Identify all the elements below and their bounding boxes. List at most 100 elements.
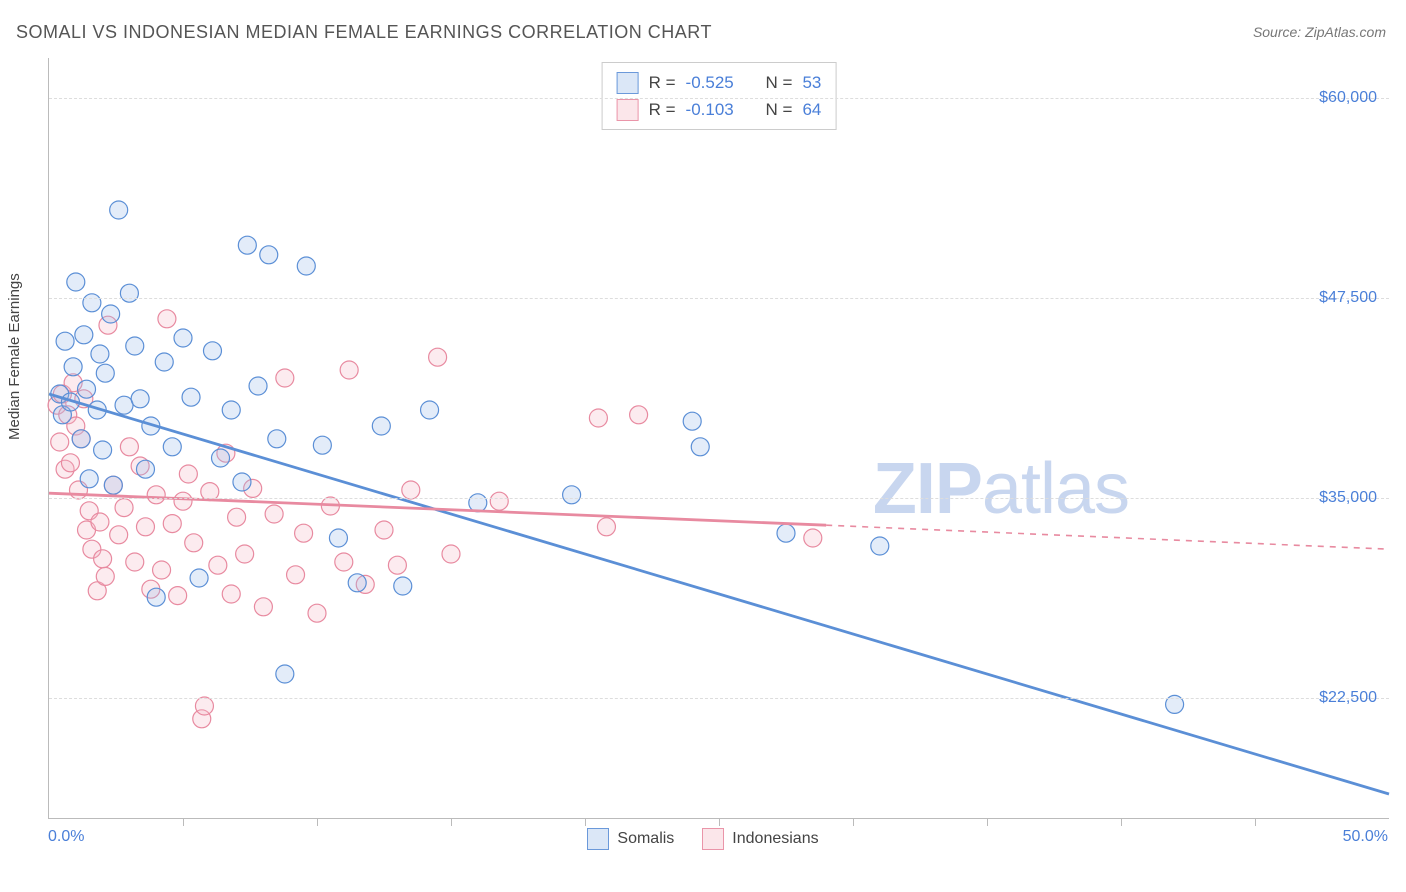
source-attribution: Source: ZipAtlas.com	[1253, 24, 1386, 40]
scatter-point-indonesians	[209, 556, 227, 574]
scatter-point-somalis	[421, 401, 439, 419]
svg-overlay	[49, 58, 1389, 818]
scatter-point-indonesians	[120, 438, 138, 456]
chart-container: SOMALI VS INDONESIAN MEDIAN FEMALE EARNI…	[0, 0, 1406, 892]
scatter-point-somalis	[372, 417, 390, 435]
x-tick	[183, 818, 184, 826]
r-value: -0.103	[686, 96, 756, 123]
scatter-point-somalis	[313, 436, 331, 454]
r-value: -0.525	[686, 69, 756, 96]
scatter-point-indonesians	[169, 587, 187, 605]
scatter-point-somalis	[238, 236, 256, 254]
stats-box: R =-0.525N =53R =-0.103N =64	[602, 62, 837, 130]
scatter-point-somalis	[75, 326, 93, 344]
scatter-point-indonesians	[147, 486, 165, 504]
scatter-point-somalis	[91, 345, 109, 363]
stats-row-somalis: R =-0.525N =53	[617, 69, 822, 96]
scatter-point-somalis	[469, 494, 487, 512]
scatter-point-somalis	[563, 486, 581, 504]
scatter-point-somalis	[131, 390, 149, 408]
scatter-point-indonesians	[158, 310, 176, 328]
x-tick	[853, 818, 854, 826]
scatter-point-indonesians	[163, 515, 181, 533]
trend-line-dash-indonesians	[826, 525, 1389, 549]
scatter-point-somalis	[115, 396, 133, 414]
scatter-point-indonesians	[126, 553, 144, 571]
swatch-indonesians-icon	[702, 828, 724, 850]
x-tick	[987, 818, 988, 826]
scatter-point-indonesians	[442, 545, 460, 563]
scatter-point-indonesians	[51, 433, 69, 451]
gridline	[49, 498, 1389, 499]
scatter-point-somalis	[67, 273, 85, 291]
scatter-point-somalis	[260, 246, 278, 264]
scatter-point-indonesians	[276, 369, 294, 387]
legend-item-somalis: Somalis	[587, 828, 674, 850]
scatter-point-somalis	[683, 412, 701, 430]
scatter-point-somalis	[147, 588, 165, 606]
scatter-point-indonesians	[335, 553, 353, 571]
scatter-point-somalis	[102, 305, 120, 323]
scatter-point-indonesians	[174, 492, 192, 510]
scatter-point-indonesians	[179, 465, 197, 483]
scatter-point-somalis	[163, 438, 181, 456]
legend-item-indonesians: Indonesians	[702, 828, 818, 850]
y-axis-title: Median Female Earnings	[6, 273, 23, 440]
scatter-point-indonesians	[94, 550, 112, 568]
scatter-point-indonesians	[228, 508, 246, 526]
scatter-point-somalis	[394, 577, 412, 595]
scatter-point-somalis	[83, 294, 101, 312]
chart-title: SOMALI VS INDONESIAN MEDIAN FEMALE EARNI…	[16, 22, 712, 43]
scatter-point-somalis	[249, 377, 267, 395]
scatter-point-somalis	[64, 358, 82, 376]
scatter-point-indonesians	[153, 561, 171, 579]
scatter-point-somalis	[72, 430, 90, 448]
scatter-point-somalis	[94, 441, 112, 459]
scatter-point-indonesians	[91, 513, 109, 531]
scatter-point-indonesians	[402, 481, 420, 499]
y-tick-label: $60,000	[1319, 89, 1377, 107]
scatter-point-indonesians	[295, 524, 313, 542]
legend-label: Indonesians	[732, 830, 818, 848]
scatter-point-somalis	[155, 353, 173, 371]
scatter-point-somalis	[276, 665, 294, 683]
scatter-point-somalis	[190, 569, 208, 587]
scatter-point-indonesians	[115, 499, 133, 517]
gridline	[49, 698, 1389, 699]
n-label: N =	[766, 69, 793, 96]
scatter-point-somalis	[126, 337, 144, 355]
scatter-point-indonesians	[222, 585, 240, 603]
scatter-point-somalis	[104, 476, 122, 494]
x-tick	[317, 818, 318, 826]
scatter-point-indonesians	[388, 556, 406, 574]
scatter-point-indonesians	[195, 697, 213, 715]
scatter-point-indonesians	[236, 545, 254, 563]
scatter-point-somalis	[297, 257, 315, 275]
scatter-point-somalis	[78, 380, 96, 398]
scatter-point-indonesians	[61, 454, 79, 472]
scatter-point-indonesians	[110, 526, 128, 544]
x-tick	[719, 818, 720, 826]
gridline	[49, 98, 1389, 99]
scatter-point-somalis	[120, 284, 138, 302]
scatter-point-somalis	[222, 401, 240, 419]
scatter-point-somalis	[871, 537, 889, 555]
x-axis-legend: Somalis Indonesians	[0, 828, 1406, 850]
scatter-point-somalis	[233, 473, 251, 491]
swatch-indonesians-icon	[617, 99, 639, 121]
scatter-point-indonesians	[185, 534, 203, 552]
scatter-point-somalis	[182, 388, 200, 406]
y-tick-label: $47,500	[1319, 289, 1377, 307]
scatter-point-somalis	[212, 449, 230, 467]
scatter-point-indonesians	[589, 409, 607, 427]
r-label: R =	[649, 96, 676, 123]
n-value: 53	[802, 69, 821, 96]
stats-row-indonesians: R =-0.103N =64	[617, 96, 822, 123]
gridline	[49, 298, 1389, 299]
scatter-point-somalis	[56, 332, 74, 350]
n-label: N =	[766, 96, 793, 123]
scatter-point-indonesians	[308, 604, 326, 622]
scatter-point-indonesians	[96, 567, 114, 585]
scatter-point-somalis	[329, 529, 347, 547]
scatter-point-somalis	[268, 430, 286, 448]
